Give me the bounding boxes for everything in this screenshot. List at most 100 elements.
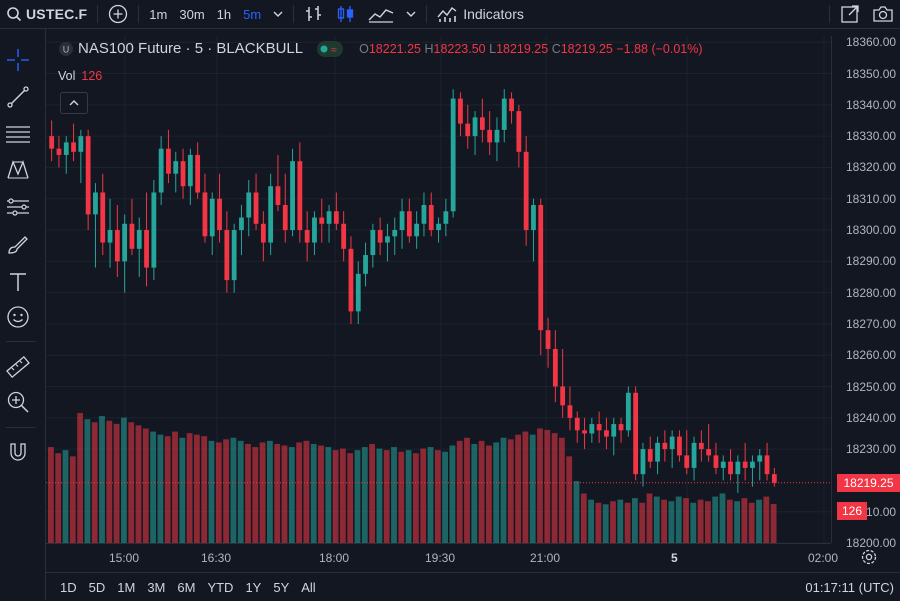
area-chart-icon xyxy=(368,9,394,23)
candle xyxy=(771,467,777,487)
range-5y[interactable]: 5Y xyxy=(273,579,290,595)
open-external-icon xyxy=(841,5,859,23)
range-1d[interactable]: 1D xyxy=(60,579,77,595)
collapse-legend-button[interactable] xyxy=(60,92,88,114)
chart-settings-button[interactable] xyxy=(860,548,880,568)
compare-button[interactable] xyxy=(102,0,134,28)
range-1m[interactable]: 1M xyxy=(117,579,136,595)
crosshair-tool[interactable] xyxy=(5,47,31,73)
price-axis[interactable]: 18360.00 18350.00 18340.00 18330.00 18320.00… xyxy=(831,35,900,550)
volume-bar xyxy=(697,499,704,543)
interval-dropdown[interactable] xyxy=(267,0,289,28)
candle-body xyxy=(297,161,303,231)
candle xyxy=(677,430,682,462)
range-3m[interactable]: 3M xyxy=(147,579,166,595)
volume-bar xyxy=(705,501,711,543)
low-label: L xyxy=(489,41,497,56)
candle-body xyxy=(187,154,193,187)
volume-bar xyxy=(106,420,113,543)
area-style-button[interactable] xyxy=(362,0,400,28)
candle xyxy=(341,211,347,262)
candle xyxy=(63,136,69,174)
candle xyxy=(421,192,427,237)
volume-bar xyxy=(559,437,565,543)
volume-bar xyxy=(486,445,492,543)
candle-body xyxy=(750,461,755,468)
candle-body xyxy=(458,98,463,124)
forecast-tool[interactable] xyxy=(5,194,31,220)
candle-body xyxy=(348,248,354,312)
candle xyxy=(392,217,398,256)
range-ytd[interactable]: YTD xyxy=(207,579,234,595)
zoom-tool[interactable] xyxy=(5,389,31,415)
chevron-up-icon xyxy=(69,100,79,106)
candle-body xyxy=(122,223,128,262)
volume-bar xyxy=(208,440,215,543)
candle xyxy=(122,214,128,293)
utc-clock[interactable]: 01:17:11 (UTC) xyxy=(805,579,894,595)
symbol-info-icon[interactable]: U xyxy=(58,41,74,57)
volume-bar xyxy=(128,422,135,543)
candle-body xyxy=(552,348,558,387)
volume-bar xyxy=(442,451,448,543)
fullscreen-button[interactable] xyxy=(834,0,866,28)
candle xyxy=(202,173,208,243)
volume-bar xyxy=(529,434,536,543)
text-tool[interactable] xyxy=(5,269,31,295)
price-tick-label: 18350.00 xyxy=(846,66,897,81)
bottom-toolbar: 1D 5D 1M 3M 6M YTD 1Y 5Y All 01:17:11 (U… xyxy=(46,572,900,601)
volume-bar xyxy=(223,439,229,543)
emoji-tool[interactable] xyxy=(5,304,31,330)
range-all[interactable]: All xyxy=(301,579,316,595)
horizontal-lines-tool[interactable] xyxy=(5,121,31,147)
interval-1m[interactable]: 1m xyxy=(149,6,168,22)
screenshot-button[interactable] xyxy=(866,0,900,28)
market-status-badge[interactable]: ≈ xyxy=(317,40,344,57)
volume-bar xyxy=(332,450,339,543)
time-tick-label: 15:00 xyxy=(109,551,140,565)
trend-line-tool[interactable] xyxy=(5,84,31,110)
range-5d[interactable]: 5D xyxy=(88,579,106,595)
symbol-search[interactable]: USTEC.F xyxy=(0,0,93,28)
candle xyxy=(56,136,62,168)
volume-bar xyxy=(230,437,237,543)
text-icon xyxy=(10,273,26,291)
candle-body xyxy=(392,230,398,237)
candle xyxy=(209,192,215,256)
volume-bar xyxy=(150,431,156,543)
ruler-tool[interactable] xyxy=(5,354,31,380)
chart-type-dropdown[interactable] xyxy=(400,0,422,28)
volume-bar xyxy=(62,450,69,543)
price-chart[interactable] xyxy=(46,36,831,543)
candle xyxy=(494,117,500,162)
candle-body xyxy=(472,117,478,137)
time-axis[interactable]: 15:00 16:30 18:00 19:30 21:00 5 02:00 xyxy=(46,543,838,572)
candle-body xyxy=(428,205,434,231)
range-6m[interactable]: 6M xyxy=(177,579,196,595)
interval-1h[interactable]: 1h xyxy=(216,6,232,22)
candle xyxy=(501,89,507,143)
open-value: 18221.25 xyxy=(368,41,421,56)
candle xyxy=(691,436,697,481)
bar-style-button[interactable] xyxy=(298,0,330,28)
interval-30m[interactable]: 30m xyxy=(179,6,205,22)
indicators-button[interactable]: Indicators xyxy=(431,0,530,28)
range-1y[interactable]: 1Y xyxy=(245,579,262,595)
volume-bar xyxy=(551,433,558,543)
candle xyxy=(406,198,412,243)
volume-bar xyxy=(734,501,740,543)
candle xyxy=(231,223,237,293)
candle-body xyxy=(100,192,106,243)
ohlc-values: O18221.25 H18223.50 L18219.25 C18219.25 … xyxy=(359,42,702,56)
magnet-tool[interactable] xyxy=(5,439,31,465)
candle xyxy=(93,183,98,268)
current-price-tag: 18219.25 xyxy=(837,473,900,492)
interval-5m[interactable]: 5m xyxy=(243,6,262,22)
candle xyxy=(655,436,660,475)
candle-body xyxy=(647,449,653,462)
candle-body xyxy=(63,142,69,155)
brush-tool[interactable] xyxy=(5,232,31,258)
pattern-tool[interactable] xyxy=(5,157,31,183)
candles-style-button[interactable] xyxy=(330,0,362,28)
volume-bar xyxy=(719,493,726,543)
